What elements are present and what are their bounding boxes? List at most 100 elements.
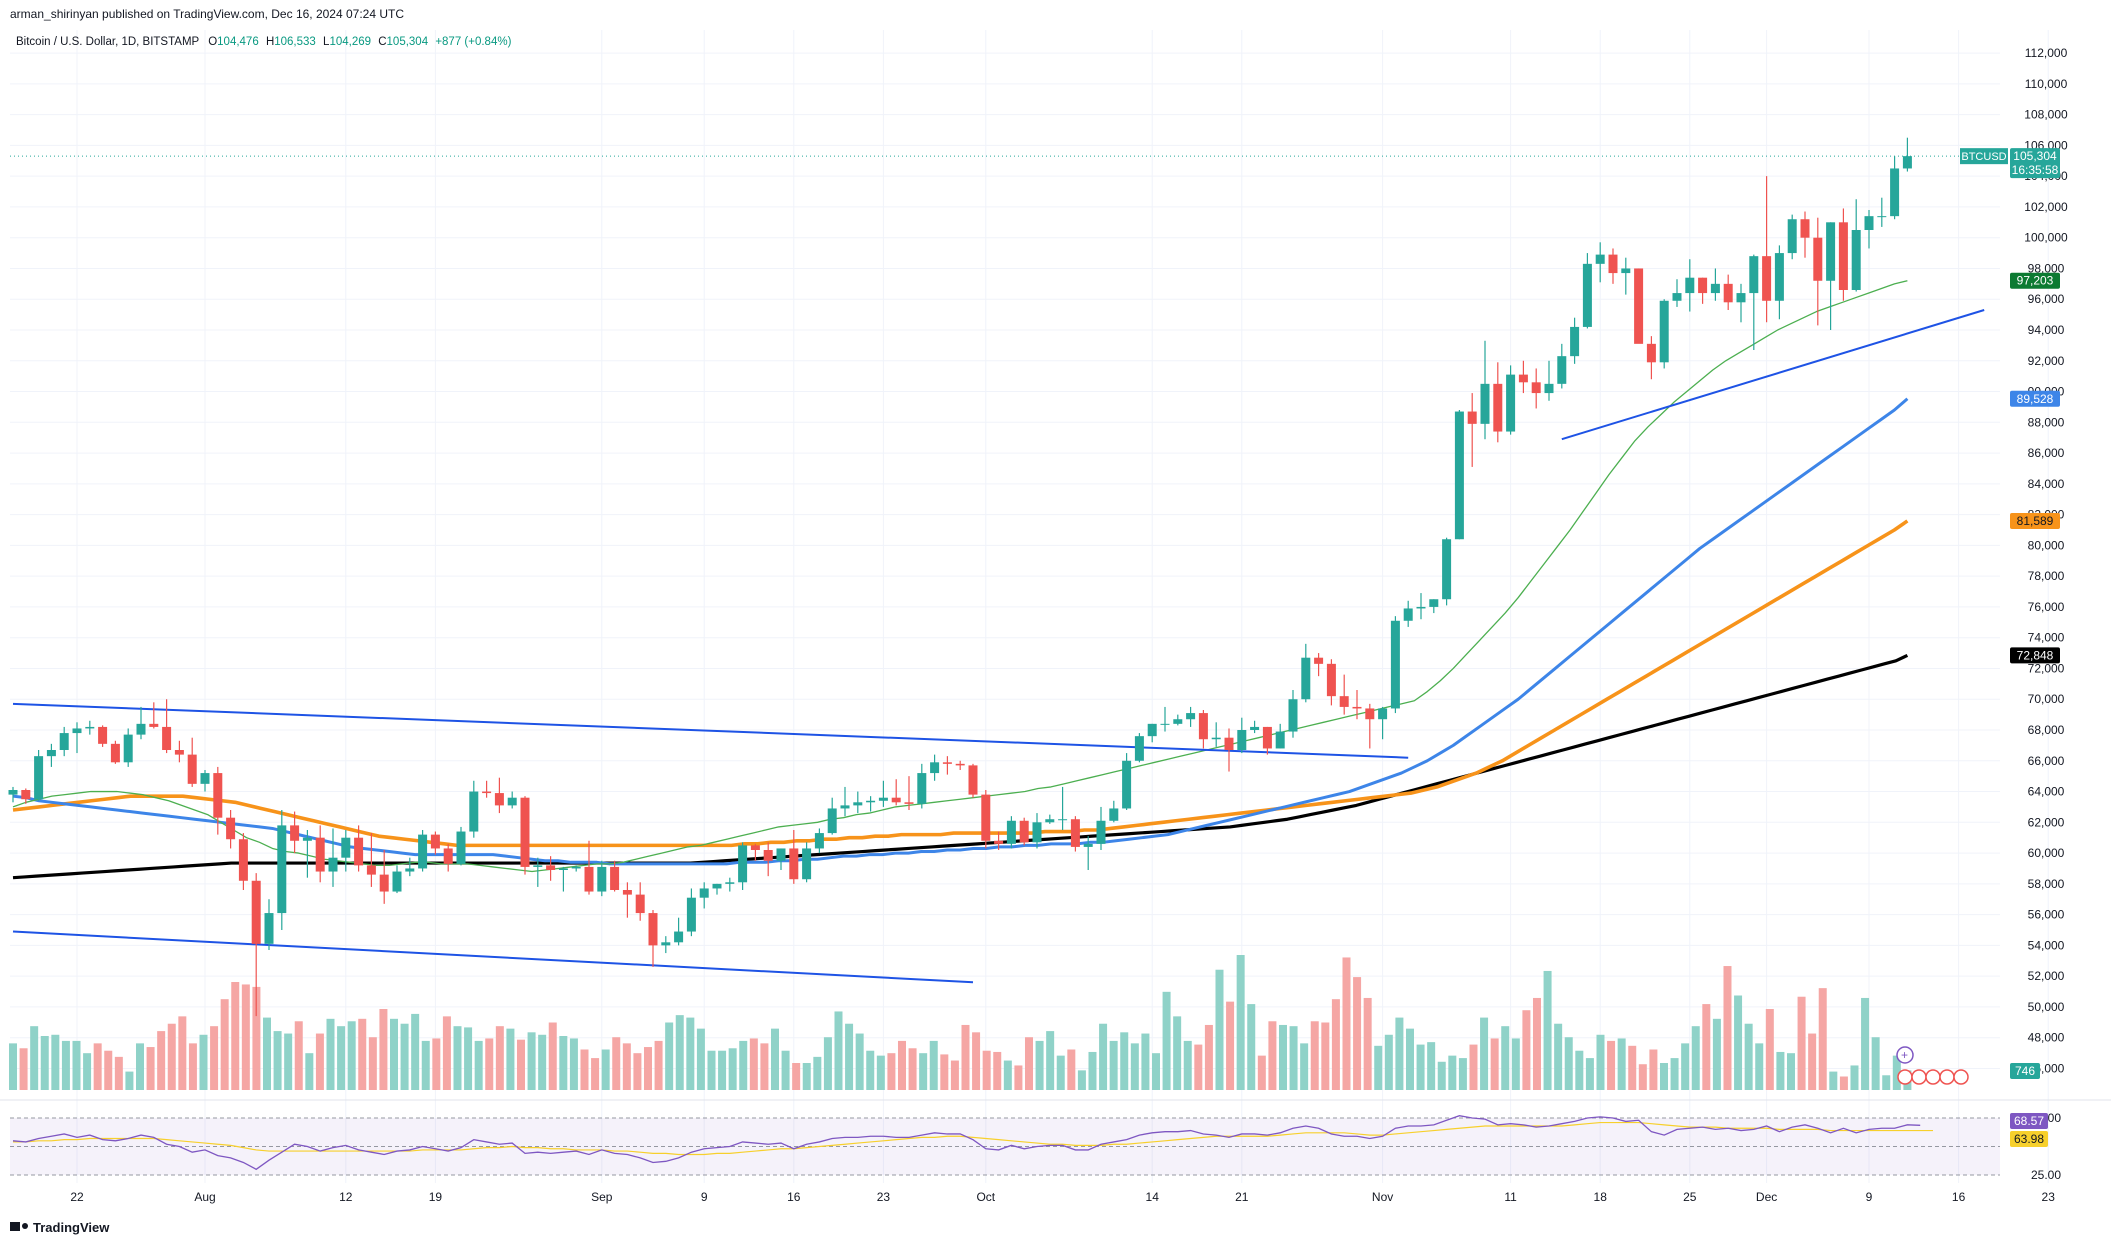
volume-bar xyxy=(972,1032,981,1090)
candle-body xyxy=(1365,708,1375,720)
volume-bar xyxy=(739,1040,748,1090)
ohlc-low-key: L xyxy=(323,36,330,48)
ma100-tag: 81,589 xyxy=(2010,512,2060,529)
volume-bar xyxy=(1469,1044,1478,1090)
volume-bar xyxy=(1501,1026,1510,1090)
candle-body xyxy=(917,773,927,804)
volume-bar xyxy=(1077,1070,1086,1090)
volume-bar xyxy=(1723,966,1732,1090)
candle-body xyxy=(853,802,863,806)
candle-body xyxy=(1723,283,1733,303)
volume-bar xyxy=(1268,1021,1277,1090)
rsi-ma-tag-text: 63.98 xyxy=(2014,1132,2044,1146)
candle-body xyxy=(610,866,620,890)
candle-body xyxy=(827,808,837,834)
candle-body xyxy=(1685,277,1695,294)
volume-bar xyxy=(940,1054,949,1090)
volume-bar xyxy=(188,1043,197,1090)
volume-bar xyxy=(72,1040,81,1090)
candle-body xyxy=(1467,411,1477,424)
candle-body xyxy=(1813,237,1823,281)
tradingview-logo[interactable]: TradingView xyxy=(10,1220,110,1235)
candle-body xyxy=(379,874,389,892)
volume-bar xyxy=(823,1037,832,1090)
event-markers[interactable]: + xyxy=(1896,1046,1969,1085)
volume-bar xyxy=(1226,1001,1235,1090)
candle-body xyxy=(968,765,978,795)
candle-body xyxy=(494,793,504,806)
add-event-icon[interactable] xyxy=(1896,1046,1914,1064)
candle-body xyxy=(315,837,325,872)
volume-bar xyxy=(453,1026,462,1090)
ma200-tag: 72,848 xyxy=(2010,647,2060,664)
volume-bar xyxy=(1617,1038,1626,1090)
volume-bar xyxy=(442,1016,451,1090)
volume-bar xyxy=(538,1034,547,1090)
ohlc-change: +877 (+0.84%) xyxy=(435,36,511,48)
volume-bar xyxy=(474,1040,483,1090)
last-price-tag-text: 105,304 xyxy=(2013,149,2057,163)
volume-bar xyxy=(993,1051,1002,1090)
candle-body xyxy=(891,797,901,803)
volume-bar xyxy=(1490,1038,1499,1090)
candle-body xyxy=(648,913,658,946)
event-flag-icon[interactable] xyxy=(1953,1069,1969,1085)
event-flag-icon[interactable] xyxy=(1925,1069,1941,1085)
candle-body xyxy=(597,866,607,892)
price-tick-label: 110,000 xyxy=(2025,77,2068,91)
ma50-line xyxy=(12,397,1909,866)
last-price-tag-ticker: BTCUSD xyxy=(1961,151,2006,163)
volume-bar xyxy=(1194,1044,1203,1090)
candle-body xyxy=(46,750,56,757)
candle-body xyxy=(1173,719,1183,724)
volume-bar xyxy=(1151,1053,1160,1090)
price-tick-label: 92,000 xyxy=(2028,354,2065,368)
candle-body xyxy=(1237,730,1247,750)
volume-bar xyxy=(1162,991,1171,1090)
candle-body xyxy=(712,883,722,889)
candle-body xyxy=(1314,657,1324,664)
candle-body xyxy=(366,865,376,875)
volume-bar xyxy=(252,986,261,1090)
volume-bar xyxy=(1734,995,1743,1090)
volume-bar xyxy=(1681,1043,1690,1090)
event-flag-icon[interactable] xyxy=(1911,1069,1927,1085)
event-flag-icon[interactable] xyxy=(1897,1069,1913,1085)
price-tick-label: 66,000 xyxy=(2028,754,2065,768)
date-tick-label: 23 xyxy=(2042,1190,2056,1204)
candle-body xyxy=(98,726,108,744)
volume-bar xyxy=(1427,1042,1436,1090)
volume-bar xyxy=(421,1040,430,1090)
candle-body xyxy=(930,762,940,774)
volume-bar xyxy=(770,1028,779,1090)
candle-body xyxy=(34,756,44,800)
volume-bar xyxy=(1871,1037,1880,1090)
volume-bar xyxy=(728,1048,737,1090)
price-axis: 46,00048,00050,00052,00054,00056,00058,0… xyxy=(2024,46,2068,1182)
volume-bar xyxy=(1585,1058,1594,1090)
candle-body xyxy=(1595,254,1605,264)
volume-bar xyxy=(368,1037,377,1090)
volume-bar xyxy=(19,1048,28,1090)
volume-bar xyxy=(1638,1064,1647,1090)
candle-body xyxy=(1800,219,1810,238)
ohlc-close-value: 105,304 xyxy=(387,36,429,48)
event-flag-icon[interactable] xyxy=(1939,1069,1955,1085)
channel-lower-trendline xyxy=(12,930,974,984)
volume-bar xyxy=(1109,1040,1118,1090)
candle-body xyxy=(533,865,543,867)
candle-body xyxy=(1736,293,1746,303)
price-tick-label: 102,000 xyxy=(2024,200,2068,214)
price-tick-label: 88,000 xyxy=(2028,415,2065,429)
candle-body xyxy=(558,868,568,870)
candle-body xyxy=(1288,699,1298,732)
candle-body xyxy=(1493,383,1503,432)
volume-bar xyxy=(358,1018,367,1090)
ma200-tag-text: 72,848 xyxy=(2017,648,2054,662)
candle-body xyxy=(1749,256,1759,294)
volume-bar xyxy=(210,1026,219,1090)
ma200-tag-bg xyxy=(2010,647,2060,664)
tradingview-brand: TradingView xyxy=(33,1220,110,1235)
volume-bar xyxy=(1310,1021,1319,1090)
volume-bar xyxy=(495,1026,504,1090)
